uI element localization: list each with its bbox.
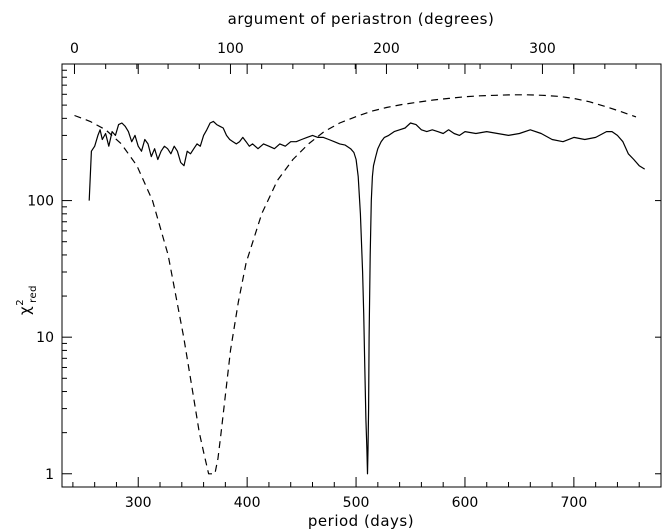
top-axis-title: argument of periastron (degrees) xyxy=(228,10,495,28)
y-axis-title-sup: 2 xyxy=(15,299,26,306)
solid-series-line xyxy=(88,120,646,475)
x-axis-title: period (days) xyxy=(308,512,414,530)
top-tick-label: 100 xyxy=(217,41,244,57)
x-tick-label: 400 xyxy=(234,495,261,511)
x-tick-label: 500 xyxy=(343,495,370,511)
y-axis-title: χ2 red xyxy=(15,285,39,315)
top-tick-label: 0 xyxy=(70,41,79,57)
y-tick-label: 1 xyxy=(45,467,54,483)
y-tick-label: 10 xyxy=(36,330,54,346)
top-tick-label: 300 xyxy=(529,41,556,57)
tick-marks xyxy=(62,64,662,487)
tick-labels: 300 400 500 600 700 0 100 200 300 1 10 100 xyxy=(27,41,587,511)
plot-frame xyxy=(61,63,662,488)
series-layer xyxy=(74,94,646,475)
x-tick-label: 700 xyxy=(561,495,588,511)
y-axis-title-main: χ xyxy=(16,306,34,315)
y-axis-title-sub: red xyxy=(28,285,39,303)
x-tick-label: 300 xyxy=(125,495,152,511)
y-tick-label: 100 xyxy=(27,194,54,210)
top-tick-label: 200 xyxy=(373,41,400,57)
x-tick-label: 600 xyxy=(452,495,479,511)
dashed-series-line xyxy=(74,94,637,475)
